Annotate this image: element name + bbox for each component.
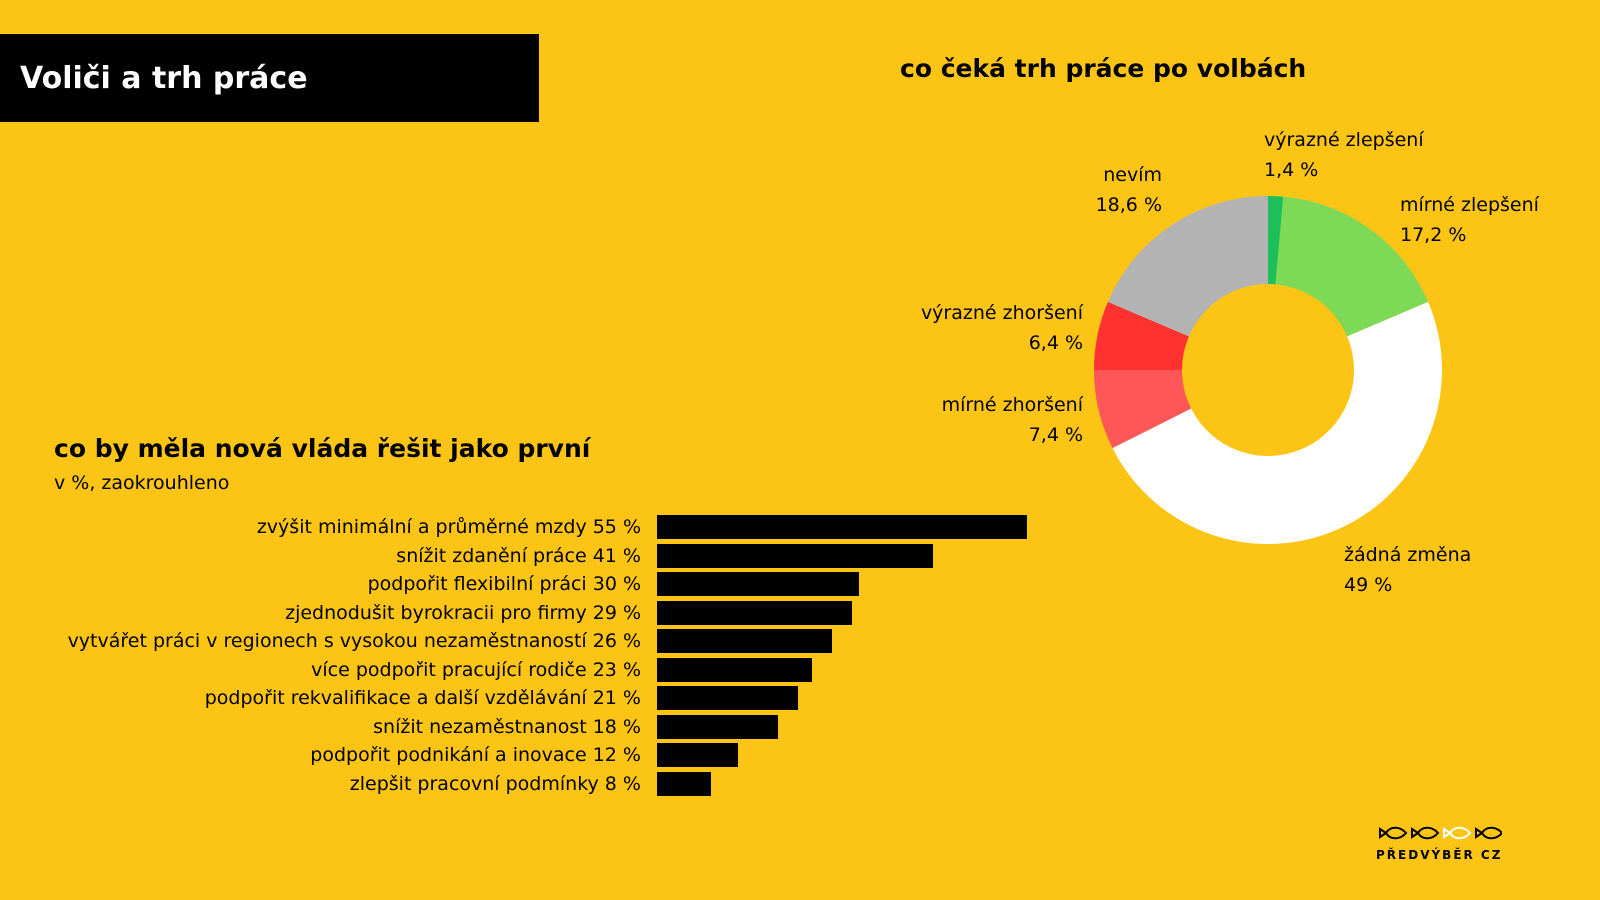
bar-label: vytvářet práci v regionech s vysokou nez… bbox=[67, 630, 641, 652]
donut-slice-label: výrazné zlepšení 1,4 % bbox=[1264, 125, 1424, 185]
bar bbox=[657, 743, 738, 767]
donut-slice-label: výrazné zhoršení 6,4 % bbox=[921, 298, 1083, 358]
bar-row: zvýšit minimální a průměrné mzdy 55 % bbox=[40, 514, 1027, 540]
bar-row: podpořit rekvalifikace a další vzděláván… bbox=[40, 685, 799, 711]
bar bbox=[657, 572, 859, 596]
donut-slice-value: 18,6 % bbox=[1095, 194, 1162, 216]
donut-slice-value: 17,2 % bbox=[1400, 224, 1467, 246]
bar bbox=[657, 686, 799, 710]
donut-slice-name: výrazné zhoršení bbox=[920, 302, 1083, 324]
bar-label: více podpořit pracující rodiče 23 % bbox=[311, 658, 641, 681]
donut-slice-label: mírné zhoršení 7,4 % bbox=[942, 390, 1083, 450]
donut-slice bbox=[1268, 196, 1284, 285]
bar-row: zjednodušit byrokracii pro firmy 29 % bbox=[40, 600, 852, 626]
donut-slice-value: 7,4 % bbox=[1028, 424, 1083, 446]
fish-icons bbox=[1378, 822, 1506, 844]
bar-chart-subtitle: v %, zaokrouhleno bbox=[54, 472, 230, 494]
bar-row: více podpořit pracující rodiče 23 % bbox=[40, 657, 812, 683]
donut-chart-title: co čeká trh práce po volbách bbox=[900, 54, 1307, 83]
predvyber-logo: PŘEDVÝBĚR CZ bbox=[1376, 822, 1506, 862]
bar-row: vytvářet práci v regionech s vysokou nez… bbox=[40, 628, 832, 654]
bar-label: podpořit flexibilní práci 30 % bbox=[367, 573, 641, 595]
bar-label: podpořit podnikání a inovace 12 % bbox=[310, 744, 641, 766]
page-title: Voliči a trh práce bbox=[0, 34, 539, 122]
logo-text: PŘEDVÝBĚR CZ bbox=[1376, 848, 1503, 862]
donut-slice-value: 6,4 % bbox=[1028, 332, 1083, 354]
donut-slice-value: 1,4 % bbox=[1264, 159, 1319, 181]
bar-row: zlepšit pracovní podmínky 8 % bbox=[40, 771, 711, 797]
donut-slice-name: žádná změna bbox=[1344, 544, 1472, 566]
donut-slice-label: nevím 18,6 % bbox=[1096, 160, 1162, 220]
bar bbox=[657, 629, 832, 653]
bar-chart-title: co by měla nová vláda řešit jako první bbox=[54, 434, 591, 463]
bar bbox=[657, 515, 1027, 539]
donut-slice-label: mírné zlepšení 17,2 % bbox=[1400, 190, 1539, 250]
donut-slice-name: mírné zlepšení bbox=[1400, 194, 1539, 216]
donut-slice bbox=[1107, 196, 1268, 337]
bar-label: snížit zdanění práce 41 % bbox=[396, 544, 641, 567]
bar-label: zvýšit minimální a průměrné mzdy 55 % bbox=[256, 516, 641, 538]
bar-label: snížit nezaměstnanost 18 % bbox=[373, 715, 641, 738]
donut-slice-value: 49 % bbox=[1344, 574, 1393, 596]
bar-label: zjednodušit byrokracii pro firmy 29 % bbox=[285, 601, 641, 624]
donut-slice-label: žádná změna 49 % bbox=[1344, 540, 1471, 600]
page-title-text: Voliči a trh práce bbox=[20, 60, 308, 96]
bar bbox=[657, 771, 711, 796]
bar bbox=[657, 600, 852, 625]
bar bbox=[657, 657, 812, 682]
bar-row: snížit nezaměstnanost 18 % bbox=[40, 714, 778, 740]
donut-slice bbox=[1094, 301, 1189, 370]
donut-slice-name: výrazné zlepšení bbox=[1264, 129, 1424, 151]
bar-label: podpořit rekvalifikace a další vzděláván… bbox=[204, 687, 641, 709]
donut-slice bbox=[1094, 370, 1192, 449]
fish-icon bbox=[1379, 826, 1502, 840]
bar bbox=[657, 714, 778, 739]
bar-row: snížit zdanění práce 41 % bbox=[40, 543, 933, 569]
donut-slice-name: nevím bbox=[1103, 164, 1162, 186]
donut-slice-name: mírné zhoršení bbox=[941, 394, 1083, 416]
donut-slice bbox=[1275, 196, 1429, 337]
bar bbox=[657, 543, 933, 568]
donut-slice bbox=[1112, 301, 1443, 545]
bar-row: podpořit podnikání a inovace 12 % bbox=[40, 742, 738, 768]
bar-row: podpořit flexibilní práci 30 % bbox=[40, 571, 859, 597]
bar-label: zlepšit pracovní podmínky 8 % bbox=[349, 772, 641, 795]
